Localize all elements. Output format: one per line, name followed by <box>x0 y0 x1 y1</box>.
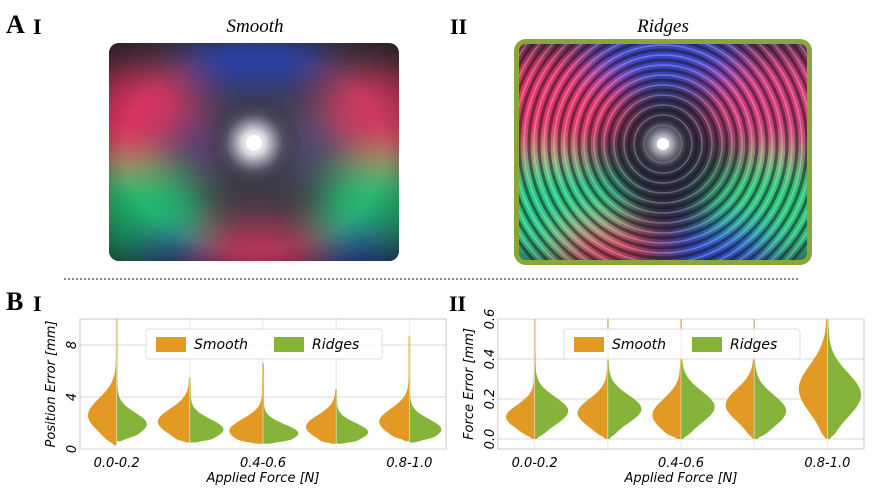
legend-box <box>563 328 801 360</box>
x-tick-label: 0.0-0.2 <box>512 456 558 471</box>
y-tick-label: 4 <box>65 393 80 401</box>
violin-ridges-3 <box>754 319 787 439</box>
violin-ridges-4 <box>827 319 862 439</box>
x-axis-label: Applied Force [N] <box>624 471 738 486</box>
violin-ridges-2 <box>263 363 299 444</box>
legend-swatch-smooth <box>156 337 186 352</box>
panel-b-sub-i: I <box>33 291 42 316</box>
ridges-sensor-picture <box>519 44 807 260</box>
panel-a-sub-i: I <box>33 14 42 39</box>
x-axis-label: Applied Force [N] <box>206 471 320 486</box>
violin-smooth-1 <box>577 319 608 439</box>
x-tick-label: 0.8-1.0 <box>386 456 432 471</box>
violin-smooth-1 <box>157 377 190 443</box>
y-tick-label: 8 <box>65 341 80 349</box>
x-tick-label: 0.0-0.2 <box>94 456 140 471</box>
legend-label-ridges: Ridges <box>312 337 359 353</box>
violin-ridges-0 <box>534 319 569 439</box>
y-axis-label: Position Error [mm] <box>44 320 59 447</box>
y-tick-label: 0.0 <box>483 429 498 450</box>
y-axis-label: Force Error [mm] <box>462 328 477 440</box>
section-separator <box>64 278 798 280</box>
legend-label-ridges: Ridges <box>730 337 777 353</box>
smooth-sensor-image <box>109 43 399 261</box>
legend-box <box>145 328 383 360</box>
y-tick-label: 0.4 <box>483 349 498 370</box>
violin-ridges-0 <box>116 319 147 442</box>
position-error-violin-chart: 0 4 8 0.0-0.2 0.4-0.6 0.8-1.0 Applied Force [N… <box>44 318 447 486</box>
panel-a-sub-ii: II <box>450 14 468 39</box>
panel-b-sub-ii: II <box>449 291 467 316</box>
violin-smooth-3 <box>725 319 755 439</box>
legend-swatch-smooth <box>574 337 604 352</box>
y-tick-label: 0.6 <box>483 309 498 330</box>
force-error-violin-chart: 0.0 0.2 0.4 0.6 0.0-0.2 0.4-0.6 0.8-1.0 Applied… <box>462 309 865 486</box>
y-tick-label: 0.2 <box>483 389 498 410</box>
smooth-image-title: Smooth <box>226 16 284 37</box>
panel-a-letter: A <box>6 10 25 39</box>
ridges-image-title: Ridges <box>637 16 689 37</box>
violin-ridges-4 <box>409 335 442 443</box>
x-tick-label: 0.4-0.6 <box>658 456 704 471</box>
violin-ridges-1 <box>189 377 224 443</box>
legend-swatch-ridges <box>692 337 722 352</box>
violin-smooth-4 <box>379 335 410 442</box>
legend-label-smooth: Smooth <box>612 337 666 353</box>
violin-ridges-3 <box>336 389 369 444</box>
ridges-sensor-image <box>514 39 812 265</box>
violin-smooth-3 <box>305 389 337 444</box>
x-tick-label: 0.8-1.0 <box>804 456 850 471</box>
y-tick-label: 0 <box>65 445 80 453</box>
violin-smooth-2 <box>652 319 681 439</box>
violin-smooth-0 <box>506 319 535 439</box>
violin-smooth-2 <box>229 363 263 444</box>
violin-ridges-2 <box>681 319 715 439</box>
violin-smooth-4 <box>798 319 828 439</box>
legend-swatch-ridges <box>274 337 304 352</box>
panel-b-letter: B <box>6 287 24 316</box>
smooth-sensor-picture <box>109 43 399 261</box>
legend-label-smooth: Smooth <box>194 337 248 353</box>
violin-smooth-0 <box>88 319 117 446</box>
violin-ridges-1 <box>607 319 642 439</box>
x-tick-label: 0.4-0.6 <box>240 456 286 471</box>
